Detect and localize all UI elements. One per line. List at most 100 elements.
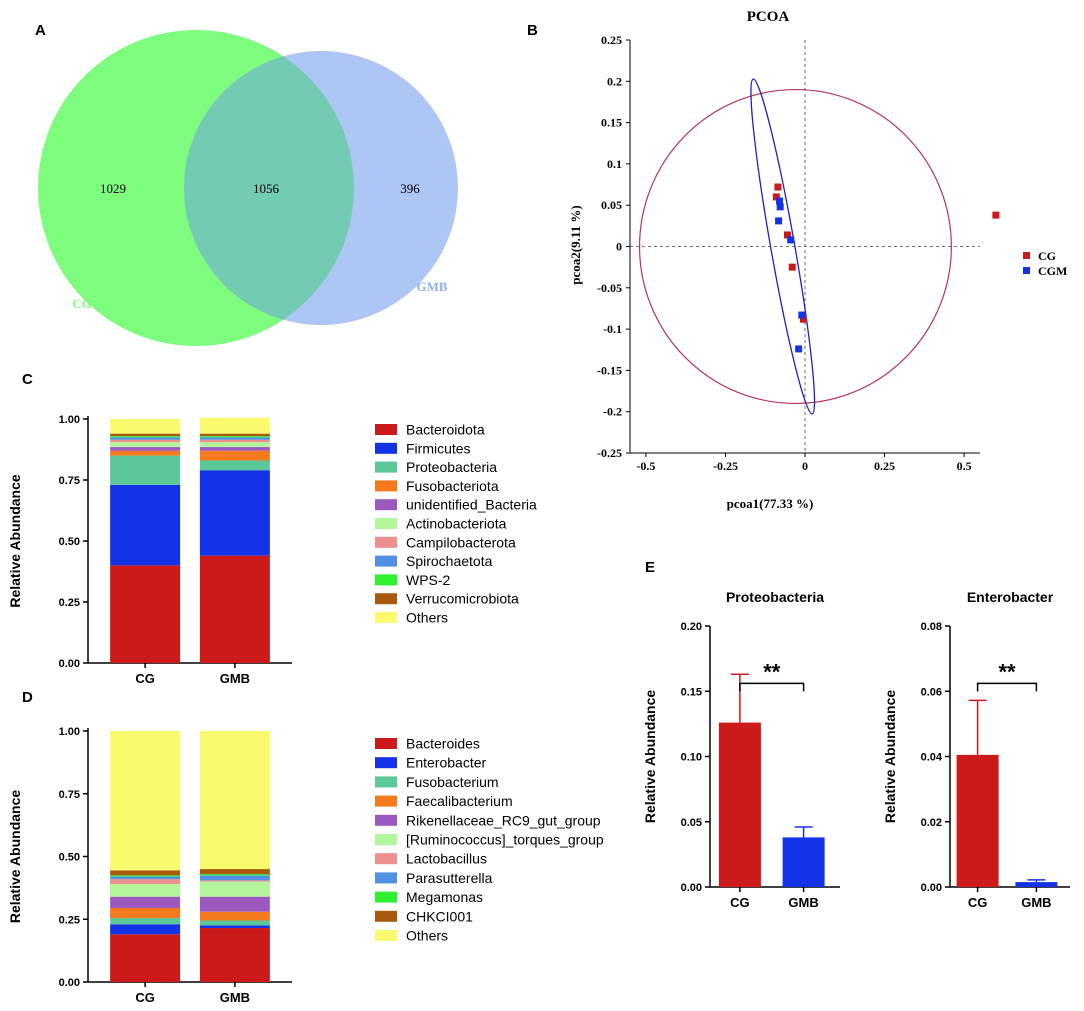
phylum-legend-label-others: Others: [406, 610, 448, 626]
genus-xtick-label: GMB: [220, 990, 250, 1005]
genus-segment-gmb-enterobacter: [199, 925, 270, 929]
pcoa-point-cgm: [776, 197, 784, 205]
pcoa-ytick-label: -0.05: [597, 281, 622, 295]
genus-stacked-bar: 0.00 0.25 0.50 0.75 1.00 Relative Abundance CG…: [7, 726, 604, 1005]
phylum-ytick-label: 1.00: [59, 414, 80, 426]
panel-letter-c: C: [22, 371, 33, 388]
pcoa-ytick-label: -0.25: [597, 446, 622, 460]
genus-ytick-label: 0.50: [59, 852, 80, 864]
enterobacter-ytick-label: 0.04: [921, 752, 943, 764]
pcoa-point-cgm: [776, 203, 784, 211]
genus-segment-gmb-chkci001: [199, 869, 270, 875]
pcoa-ytick-label: 0.15: [601, 116, 622, 130]
pcoa-ylabel: pcoa2(9.11 %): [568, 205, 583, 284]
genus-legend-label-others: Others: [406, 928, 448, 944]
phylum-segment-gmb-firmicutes: [199, 470, 270, 556]
phylum-segment-gmb-actinobacteriota: [199, 442, 270, 448]
phylum-legend-label-spirochaetota: Spirochaetota: [406, 553, 493, 569]
panel-letter-e: E: [645, 559, 655, 576]
enterobacter-ytick-label: 0.06: [921, 686, 942, 698]
phylum-stacked-bar: 0.00 0.25 0.50 0.75 1.00 Relative Abundance CG…: [7, 414, 537, 686]
venn-cg-label: CG: [72, 296, 92, 311]
pcoa-point-cgm: [787, 236, 795, 244]
venn-overlap: [183, 56, 354, 320]
proteobacteria-ytick-label: 0.20: [681, 621, 702, 633]
proteobacteria-ylabel: Relative Abundance: [642, 690, 658, 824]
genus-segment-gmb-megamonas: [199, 874, 270, 876]
genus-legend-swatch-faecalibacterium: [375, 795, 397, 807]
venn-cg-only-count: 1029: [100, 181, 126, 196]
phylum-legend-label-verrucomicrobiota: Verrucomicrobiota: [406, 591, 519, 607]
proteobacteria-ytick-label: 0.15: [681, 686, 702, 698]
genus-legend-label-fusobacterium: Fusobacterium: [406, 774, 499, 790]
phylum-segment-gmb-proteobacteria: [199, 460, 270, 471]
phylum-segment-cg-others: [110, 419, 181, 434]
genus-segment-cg-bacteroides: [110, 934, 181, 982]
legend-label-cg: CG: [1038, 249, 1056, 263]
genus-legend-swatch-megamonas: [375, 891, 397, 903]
phylum-segment-gmb-others: [199, 417, 270, 434]
phylum-segment-cg-proteobacteria: [110, 455, 181, 485]
phylum-segment-gmb-verrucomicrobiota: [199, 433, 270, 437]
enterobacter-significance-label: **: [998, 659, 1016, 684]
genus-segment-cg-faecalibacterium: [110, 907, 181, 918]
phylum-legend-swatch-firmicutes: [375, 442, 397, 454]
phylum-legend-label-proteobacteria: Proteobacteria: [406, 459, 497, 475]
genus-segment-gmb-faecalibacterium: [199, 911, 270, 921]
genus-segment-gmb-parasutterella: [199, 875, 270, 881]
enterobacter-xtick-label: GMB: [1021, 895, 1051, 910]
pcoa-title: PCOA: [747, 9, 790, 25]
enterobacter-significance-bracket: [976, 682, 1038, 692]
pcoa-xtick-label: 0.5: [957, 459, 972, 473]
phylum-legend-label-firmicutes: Firmicutes: [406, 440, 471, 456]
phylum-legend-label-fusobacteriota: Fusobacteriota: [406, 478, 499, 494]
venn-shared-count: 1056: [253, 181, 280, 196]
genus-segment-gmb-others: [199, 731, 270, 870]
enterobacter-title: Enterobacter: [967, 589, 1054, 605]
phylum-xtick-label: GMB: [220, 671, 250, 686]
phylum-segment-cg-wps-2: [110, 436, 181, 438]
genus-legend-swatch-rikenellaceae-rc9-gut-group: [375, 814, 397, 826]
enterobacter-bar-cg: [956, 754, 999, 887]
phylum-segment-cg-unidentified-bacteria: [110, 447, 181, 451]
phylum-segment-gmb-bacteroidota: [199, 555, 270, 663]
venn-gmb-only-count: 396: [400, 181, 420, 196]
pcoa-ytick-label: 0.2: [607, 74, 622, 88]
genus-legend-swatch-others: [375, 930, 397, 941]
pcoa-point-cg: [788, 263, 796, 271]
phylum-legend-swatch-actinobacteriota: [375, 518, 397, 529]
phylum-ytick-label: 0.50: [59, 536, 80, 548]
genus-legend-swatch-ruminococcus-torques-group: [375, 834, 397, 845]
pcoa-ytick-label: -0.2: [603, 405, 622, 419]
pcoa-ytick-label: 0.05: [601, 198, 622, 212]
proteobacteria-bar-cg: [718, 722, 761, 887]
phylum-legend-label-campilobacterota: Campilobacterota: [406, 534, 516, 550]
pcoa-ytick-label: -0.1: [603, 322, 622, 336]
genus-legend-label-enterobacter: Enterobacter: [406, 755, 486, 771]
pcoa-point-cgm: [798, 311, 806, 319]
genus-legend-label-bacteroides: Bacteroides: [406, 736, 480, 752]
enterobacter-ytick-label: 0.08: [921, 621, 942, 633]
genus-segment-gmb-ruminococcus-torques-group: [199, 881, 270, 897]
genus-legend-swatch-fusobacterium: [375, 776, 397, 788]
genus-segment-gmb-lactobacillus: [199, 880, 270, 882]
proteobacteria-significance-label: **: [763, 659, 781, 684]
enterobacter-xtick-label: CG: [968, 895, 988, 910]
phylum-xtick-label: CG: [135, 671, 155, 686]
genus-legend-label-parasutterella: Parasutterella: [406, 870, 493, 886]
phylum-segment-gmb-unidentified-bacteria: [199, 447, 270, 451]
phylum-segment-cg-actinobacteriota: [110, 442, 181, 448]
phylum-segment-cg-verrucomicrobiota: [110, 433, 181, 437]
phylum-segment-cg-fusobacteriota: [110, 450, 181, 456]
pcoa-point-cg: [799, 315, 807, 323]
genus-segment-cg-ruminococcus-torques-group: [110, 884, 181, 897]
proteobacteria-bar-gmb: [782, 837, 825, 887]
pcoa-xtick-label: -0.5: [636, 459, 655, 473]
genus-ylabel: Relative Abundance: [7, 790, 23, 924]
phylum-legend-label-bacteroidota: Bacteroidota: [406, 422, 485, 438]
genus-segment-cg-rikenellaceae-rc9-gut-group: [110, 896, 181, 908]
proteobacteria-ytick-label: 0.00: [681, 882, 702, 894]
genus-legend-label-ruminococcus-torques-group: [Ruminococcus]_torques_group: [406, 832, 604, 848]
pcoa-plot: PCOA pcoa1(77.33 %) pcoa2(9.11 %) 0.25 0.…: [568, 9, 1067, 511]
pcoa-point-cg: [992, 211, 1000, 219]
